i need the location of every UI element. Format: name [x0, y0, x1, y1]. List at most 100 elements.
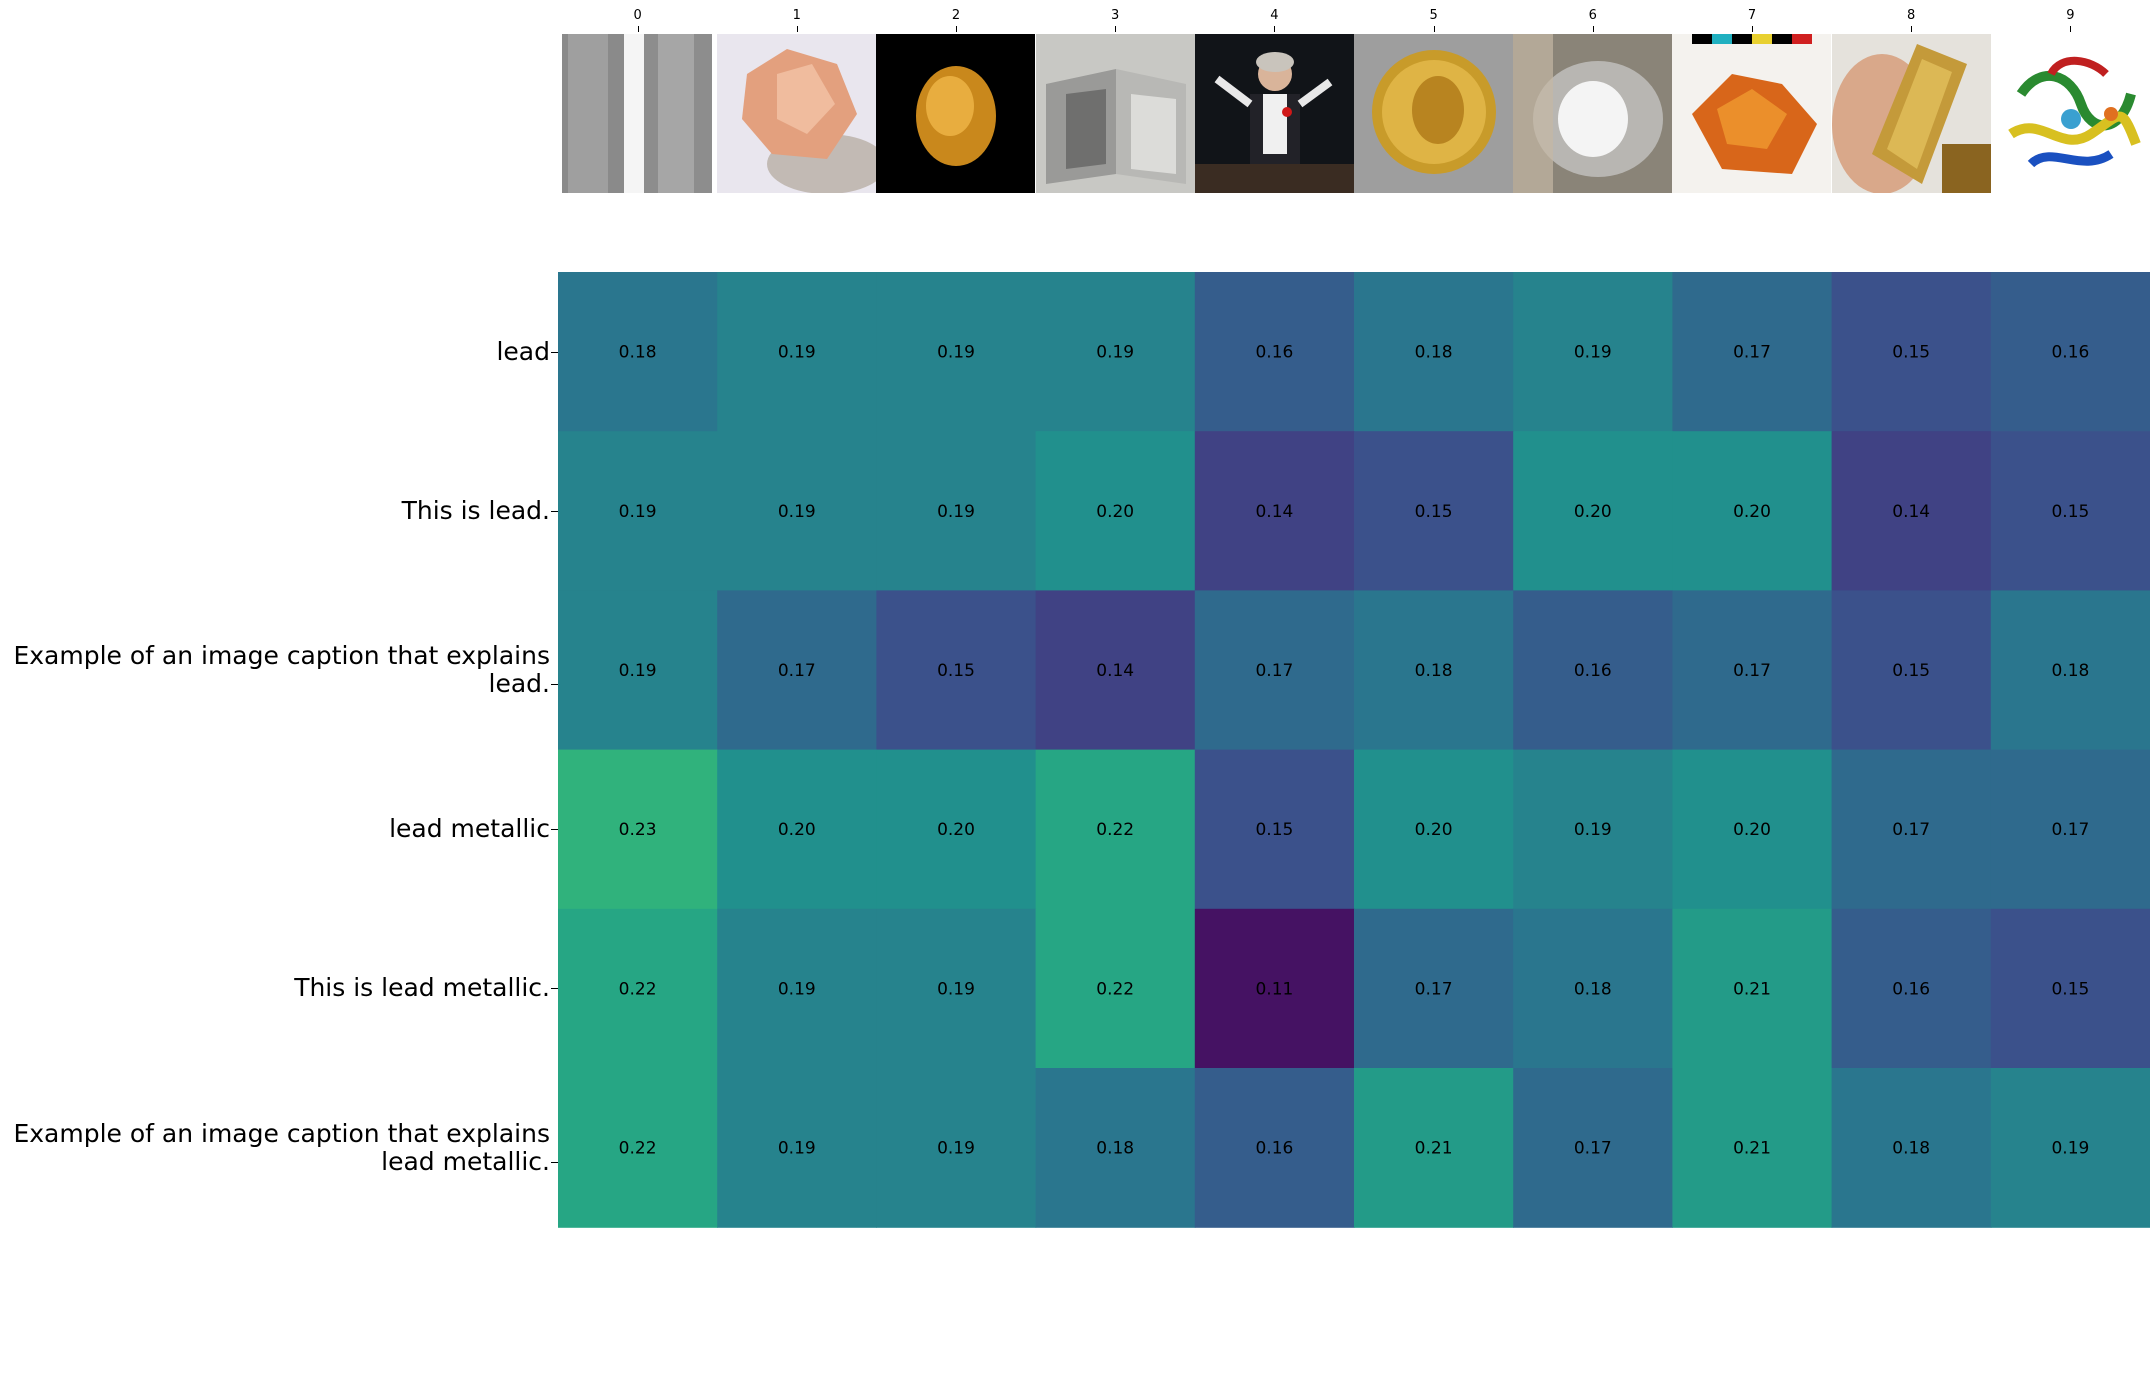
- heatmap-cell-value: 0.19: [778, 343, 816, 363]
- heatmap-cell: [1831, 1068, 1992, 1228]
- column-tick-mark: [2070, 26, 2072, 32]
- heatmap-cell: [1035, 272, 1196, 432]
- heatmap-cell-value: 0.17: [1574, 1139, 1612, 1159]
- heatmap-cell: [876, 431, 1037, 591]
- row-tick-mark: [551, 684, 558, 685]
- heatmap-cell: [1194, 431, 1355, 591]
- heatmap-cell-value: 0.18: [1574, 979, 1612, 999]
- heatmap-cell: [1354, 749, 1514, 910]
- heatmap-cell: [1513, 908, 1673, 1069]
- row-tick-mark: [551, 988, 558, 990]
- row-tick-mark: [551, 829, 558, 831]
- column-tick-label: 9: [2066, 8, 2075, 23]
- heatmap-cell: [1990, 590, 2150, 751]
- heatmap-cell: [558, 908, 718, 1069]
- heatmap-cell: [1194, 908, 1355, 1069]
- heatmap-cell: [1513, 749, 1673, 910]
- heatmap-cell-value: 0.15: [1892, 343, 1930, 363]
- heatmap-cell-value: 0.19: [1574, 820, 1612, 840]
- heatmap-cell: [1354, 431, 1514, 591]
- heatmap-cell-value: 0.15: [2051, 502, 2089, 522]
- heatmap-cell-value: 0.20: [1096, 502, 1134, 522]
- heatmap-cell: [558, 590, 718, 751]
- heatmap-cell-value: 0.16: [1255, 343, 1293, 363]
- row-tick-mark: [551, 351, 558, 353]
- column-tick-mark: [637, 26, 639, 32]
- orchestra-conductor-icon: [1194, 34, 1354, 193]
- heatmap-cell-value: 0.19: [619, 661, 657, 681]
- column-tick-label: 7: [1747, 8, 1757, 23]
- column-tick-label: 4: [1270, 8, 1279, 23]
- heatmap-cell-value: 0.19: [619, 502, 657, 522]
- heatmap-cell: [1990, 908, 2150, 1069]
- heatmap-cell: [558, 749, 718, 910]
- heatmap-cell-value: 0.22: [1096, 979, 1134, 999]
- gold-bar-in-hand-icon: [1831, 34, 1991, 193]
- heatmap-cell-value: 0.18: [1096, 1139, 1134, 1159]
- heatmap-cell: [717, 749, 877, 910]
- heatmap-cell-value: 0.17: [2051, 820, 2089, 840]
- column-tick-mark: [1911, 26, 1913, 32]
- heatmap-cell-value: 0.14: [1096, 661, 1134, 681]
- orange-shards-with-scale-icon: [1672, 34, 1832, 193]
- heatmap-cell-value: 0.21: [1733, 1139, 1771, 1159]
- row-tick-label: Example of an image caption that explain…: [13, 1118, 550, 1176]
- heatmap-cell-value: 0.18: [1415, 343, 1453, 363]
- heatmap-cell-value: 0.20: [1733, 820, 1771, 840]
- heatmap-cell-value: 0.15: [1415, 502, 1453, 522]
- heatmap-cell-value: 0.16: [1574, 661, 1612, 681]
- row-tick-mark: [551, 510, 558, 512]
- heatmap-cell-value: 0.14: [1892, 502, 1930, 522]
- heatmap-cell-value: 0.17: [1733, 661, 1771, 681]
- heatmap-cell-value: 0.19: [778, 502, 816, 522]
- column-tick-mark: [1433, 26, 1435, 32]
- heatmap-cell: [1990, 1068, 2150, 1228]
- heatmap-cell: [1035, 590, 1196, 751]
- heatmap-cell: [876, 590, 1037, 751]
- heatmap-cell: [1672, 908, 1833, 1069]
- column-tick-label: 2: [951, 8, 961, 23]
- column-tick-label: 5: [1429, 8, 1438, 23]
- metal-angle-profiles-icon: [1035, 34, 1195, 193]
- column-tick-mark: [1115, 26, 1117, 32]
- heatmap-cell-value: 0.22: [1096, 820, 1134, 840]
- heatmap-cell-value: 0.20: [1415, 820, 1453, 840]
- heatmap-cell: [1194, 272, 1355, 432]
- heatmap-cell: [1672, 272, 1833, 432]
- column-tick-label: 3: [1111, 8, 1120, 23]
- heatmap-cell: [1831, 908, 1992, 1069]
- heatmap-cell: [876, 1068, 1037, 1228]
- heatmap-cell-value: 0.17: [778, 661, 816, 681]
- column-tick-mark: [956, 26, 957, 32]
- heatmap-cell: [717, 431, 877, 591]
- column-tick-label: 8: [1907, 8, 1916, 23]
- heatmap-cell-value: 0.19: [937, 979, 975, 999]
- heatmap-cell: [1513, 431, 1673, 591]
- heatmap-cell: [1990, 272, 2150, 432]
- column-tick-label: 6: [1588, 8, 1597, 23]
- heatmap-cell-value: 0.15: [1892, 661, 1930, 681]
- heatmap-cell-value: 0.19: [937, 502, 975, 522]
- heatmap-cell: [1513, 272, 1673, 432]
- heatmap-cell-value: 0.17: [1892, 820, 1930, 840]
- heatmap-cell: [558, 1068, 718, 1228]
- heatmap-cell: [876, 272, 1037, 432]
- heatmap-cell-value: 0.19: [937, 1139, 975, 1159]
- heatmap-cell: [717, 1068, 877, 1228]
- heatmap-cell: [1194, 749, 1355, 910]
- column-tick-mark: [796, 26, 798, 32]
- row-tick-label: lead metallic: [389, 814, 550, 844]
- row-tick-label: This is lead metallic.: [294, 973, 550, 1003]
- heatmap-cell: [717, 272, 877, 432]
- row-tick-label: Example of an image caption that explain…: [13, 641, 550, 698]
- heatmap-cell: [1035, 749, 1196, 910]
- heatmap-cell: [1035, 431, 1196, 591]
- heatmap-cell-value: 0.18: [2051, 661, 2089, 681]
- heatmap-cell: [1513, 590, 1673, 751]
- pink-mineral-crystal-icon: [717, 34, 877, 193]
- heatmap-cell: [1354, 590, 1514, 751]
- heatmap-cell: [1831, 431, 1992, 591]
- heatmap-cell-value: 0.20: [1574, 502, 1612, 522]
- heatmap-cell: [1831, 590, 1992, 751]
